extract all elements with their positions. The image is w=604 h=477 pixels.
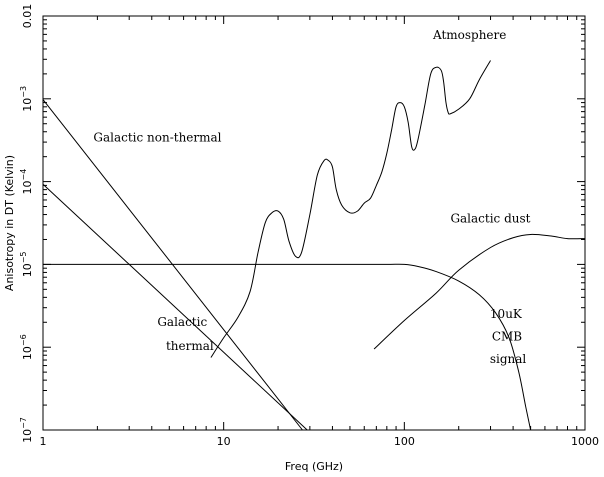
annotation-cmb: CMB bbox=[492, 330, 522, 344]
annotation-signal: signal bbox=[490, 352, 527, 366]
annotations: Atmosphere Galactic non-thermal Galactic d… bbox=[93, 28, 530, 366]
series-line-10uk-cmb-signal bbox=[43, 263, 532, 431]
y-tick-exponent: −6 bbox=[19, 334, 28, 346]
y-tick-label-text: 10−5 bbox=[19, 252, 34, 278]
y-tick-base: 10 bbox=[21, 98, 34, 112]
annotation-galactic-dust: Galactic dust bbox=[450, 212, 530, 226]
y-tick-exponent: −7 bbox=[19, 417, 28, 429]
y-tick-label: 10−7 bbox=[19, 417, 34, 443]
y-tick-base: 10 bbox=[21, 180, 34, 194]
x-tick-label: 10 bbox=[217, 435, 231, 448]
annotation-atmosphere: Atmosphere bbox=[432, 28, 506, 42]
y-tick-label-text: 10−7 bbox=[19, 417, 34, 443]
y-tick-label-text: 10−6 bbox=[19, 334, 34, 360]
y-tick-base: 10 bbox=[21, 263, 34, 277]
x-tick-label: 1 bbox=[40, 435, 47, 448]
y-tick-label: 10−5 bbox=[19, 252, 34, 278]
y-tick-base: 10 bbox=[21, 429, 34, 443]
plot-frame bbox=[42, 15, 586, 431]
series-line-galactic-dust bbox=[373, 233, 586, 350]
annotation-thermal: thermal bbox=[166, 339, 214, 353]
y-tick-label: 0.01 bbox=[21, 4, 34, 29]
data-curves bbox=[42, 60, 586, 431]
x-tick-label: 1000 bbox=[571, 435, 599, 448]
y-axis-title: Anisotropy in DT (Kelvin) bbox=[3, 155, 16, 291]
series-line-galactic-thermal bbox=[42, 183, 308, 431]
y-tick-label-text: 0.01 bbox=[21, 4, 34, 29]
y-tick-label-text: 10−3 bbox=[19, 86, 34, 112]
y-tick-exponent: −5 bbox=[19, 252, 28, 264]
annotation-galactic-non-thermal: Galactic non-thermal bbox=[93, 130, 221, 144]
y-tick-base: 10 bbox=[21, 346, 34, 360]
annotation-10uk: 10uK bbox=[490, 307, 523, 321]
annotation-galactic: Galactic bbox=[157, 315, 207, 329]
y-tick-exponent: −3 bbox=[19, 86, 28, 98]
y-tick-label: 10−4 bbox=[19, 169, 34, 195]
y-tick-label-text: 10−4 bbox=[19, 169, 34, 195]
y-tick-exponent: −4 bbox=[19, 169, 28, 181]
series-line-atmosphere bbox=[210, 60, 491, 358]
y-tick-label: 10−3 bbox=[19, 86, 34, 112]
x-tick-label: 100 bbox=[394, 435, 415, 448]
y-tick-label: 10−6 bbox=[19, 334, 34, 360]
x-axis-title: Freq (GHz) bbox=[285, 460, 343, 473]
